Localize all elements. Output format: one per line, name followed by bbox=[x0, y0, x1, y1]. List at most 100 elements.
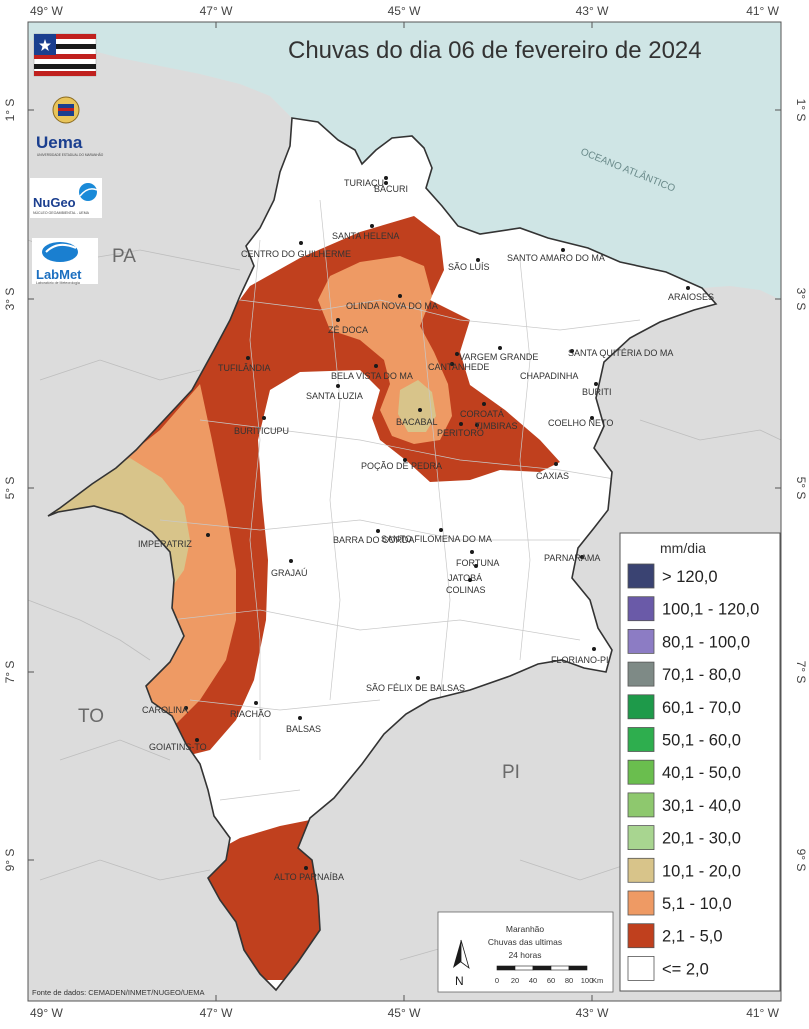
legend: mm/dia > 120,0 100,1 - 120,0 80,1 - 100,0 7… bbox=[619, 532, 781, 992]
city-marker bbox=[470, 550, 474, 554]
scale-box-line1: Maranhão bbox=[506, 924, 545, 934]
scale-box: Maranhão Chuvas das ultimas 24 horas N 0… bbox=[437, 911, 614, 993]
city-marker bbox=[398, 294, 402, 298]
city-label: SANTO FILOMENA DO MA bbox=[381, 534, 492, 544]
legend-swatch bbox=[627, 956, 655, 981]
nugeo-logo-text: NuGeo bbox=[33, 195, 76, 210]
legend-swatch bbox=[627, 923, 655, 949]
city-marker bbox=[498, 346, 502, 350]
data-source: Fonte de dados: CEMADEN/INMET/NUGEO/UEMA bbox=[32, 988, 205, 997]
city-marker bbox=[455, 352, 459, 356]
lat-tick-label: 1° S bbox=[794, 99, 808, 122]
legend-label: 80,1 - 100,0 bbox=[662, 633, 750, 651]
lon-tick-label: 49° W bbox=[30, 1006, 63, 1020]
city-label: IMPERATRIZ bbox=[138, 539, 192, 549]
scale-tick-label: 20 bbox=[511, 976, 519, 985]
legend-swatch bbox=[627, 759, 655, 785]
city-marker bbox=[246, 356, 250, 360]
city-label: GRAJAÚ bbox=[271, 568, 308, 578]
city-marker bbox=[418, 408, 422, 412]
city-label: TURIAÇU bbox=[344, 178, 384, 188]
legend-swatch bbox=[627, 629, 655, 654]
latitude-ticks-right: 1° S 3° S 5° S 7° S 9° S bbox=[775, 99, 808, 871]
city-marker bbox=[686, 286, 690, 290]
scale-segment bbox=[496, 965, 516, 971]
city-marker bbox=[580, 555, 584, 559]
legend-label: 30,1 - 40,0 bbox=[662, 797, 741, 815]
legend-items: > 120,0 100,1 - 120,0 80,1 - 100,0 70,1 - 8… bbox=[627, 563, 759, 981]
scale-segment bbox=[514, 965, 534, 971]
legend-label: <= 2,0 bbox=[662, 960, 709, 978]
legend-label: 50,1 - 60,0 bbox=[662, 732, 741, 750]
lon-tick-label: 47° W bbox=[200, 4, 233, 18]
city-marker bbox=[476, 258, 480, 262]
lon-tick-label: 43° W bbox=[576, 4, 609, 18]
labmet-logo: LabMet Laboratório de Meteorologia bbox=[32, 238, 98, 285]
city-marker bbox=[592, 647, 596, 651]
city-marker bbox=[195, 738, 199, 742]
scale-tick-label: 60 bbox=[547, 976, 555, 985]
city-label: JATOBÁ bbox=[448, 573, 482, 583]
lat-tick-label: 5° S bbox=[3, 477, 17, 500]
ocean bbox=[28, 22, 781, 300]
maranhao-flag bbox=[33, 33, 97, 77]
city-label: BELA VISTA DO MA bbox=[331, 371, 413, 381]
city-marker bbox=[474, 564, 478, 568]
legend-label: 100,1 - 120,0 bbox=[662, 601, 759, 619]
lon-tick-label: 45° W bbox=[388, 1006, 421, 1020]
city-label: BURITI bbox=[582, 387, 612, 397]
state-label-to: TO bbox=[78, 706, 104, 727]
lon-tick-label: 47° W bbox=[200, 1006, 233, 1020]
legend-swatch bbox=[627, 727, 655, 752]
city-marker bbox=[304, 866, 308, 870]
city-label: SANTA LUZIA bbox=[306, 391, 363, 401]
city-label: FLORIANO-PI bbox=[551, 655, 609, 665]
lat-tick-label: 1° S bbox=[3, 99, 17, 122]
legend-title: mm/dia bbox=[660, 540, 706, 556]
city-label: SÃO FÉLIX DE BALSAS bbox=[366, 683, 465, 693]
city-marker bbox=[561, 248, 565, 252]
city-marker bbox=[299, 241, 303, 245]
lat-tick-label: 5° S bbox=[794, 477, 808, 500]
legend-swatch bbox=[627, 792, 655, 818]
legend-label: 2,1 - 5,0 bbox=[662, 928, 723, 946]
city-label: CENTRO DO GUILHERME bbox=[241, 249, 351, 259]
city-marker bbox=[336, 318, 340, 322]
city-marker bbox=[459, 422, 463, 426]
north-label: N bbox=[455, 974, 464, 988]
city-marker bbox=[554, 462, 558, 466]
lon-tick-label: 45° W bbox=[388, 4, 421, 18]
city-label: OLINDA NOVA DO MA bbox=[346, 301, 438, 311]
city-marker bbox=[370, 224, 374, 228]
legend-swatch bbox=[627, 661, 655, 687]
city-label: SANTA HELENA bbox=[332, 231, 399, 241]
city-marker bbox=[570, 349, 574, 353]
city-label: PERITORÓ bbox=[437, 428, 484, 438]
longitude-ticks-bottom: 49° W 47° W 45° W 43° W 41° W bbox=[27, 995, 782, 1020]
uema-logo: Uema UNIVERSIDADE ESTADUAL DO MARANHÃO bbox=[36, 96, 104, 157]
lat-tick-label: 7° S bbox=[3, 661, 17, 684]
scale-segment bbox=[568, 965, 588, 971]
city-marker bbox=[206, 533, 210, 537]
city-marker bbox=[468, 578, 472, 582]
city-marker bbox=[590, 416, 594, 420]
city-marker bbox=[450, 362, 454, 366]
scale-box-line2: Chuvas das ultimas bbox=[488, 937, 562, 947]
city-label: TIMBIRAS bbox=[475, 421, 518, 431]
labmet-logo-text: LabMet bbox=[36, 267, 82, 282]
scale-tick-label: 40 bbox=[529, 976, 537, 985]
scale-tick-label: 80 bbox=[565, 976, 573, 985]
city-marker bbox=[475, 423, 479, 427]
legend-swatch bbox=[627, 596, 655, 622]
city-marker bbox=[416, 676, 420, 680]
city-label: CAXIAS bbox=[536, 471, 569, 481]
nugeo-logo-subtitle: NÚCLEO GEOAMBIENTAL - UEMA bbox=[33, 211, 90, 215]
city-marker bbox=[403, 458, 407, 462]
scale-box-line3: 24 horas bbox=[508, 950, 541, 960]
city-label: BARRA DO CORDA bbox=[333, 535, 415, 545]
legend-swatch bbox=[627, 890, 655, 916]
city-label: COELHO NETO bbox=[548, 418, 613, 428]
city-label: ARAIOSES bbox=[668, 292, 714, 302]
